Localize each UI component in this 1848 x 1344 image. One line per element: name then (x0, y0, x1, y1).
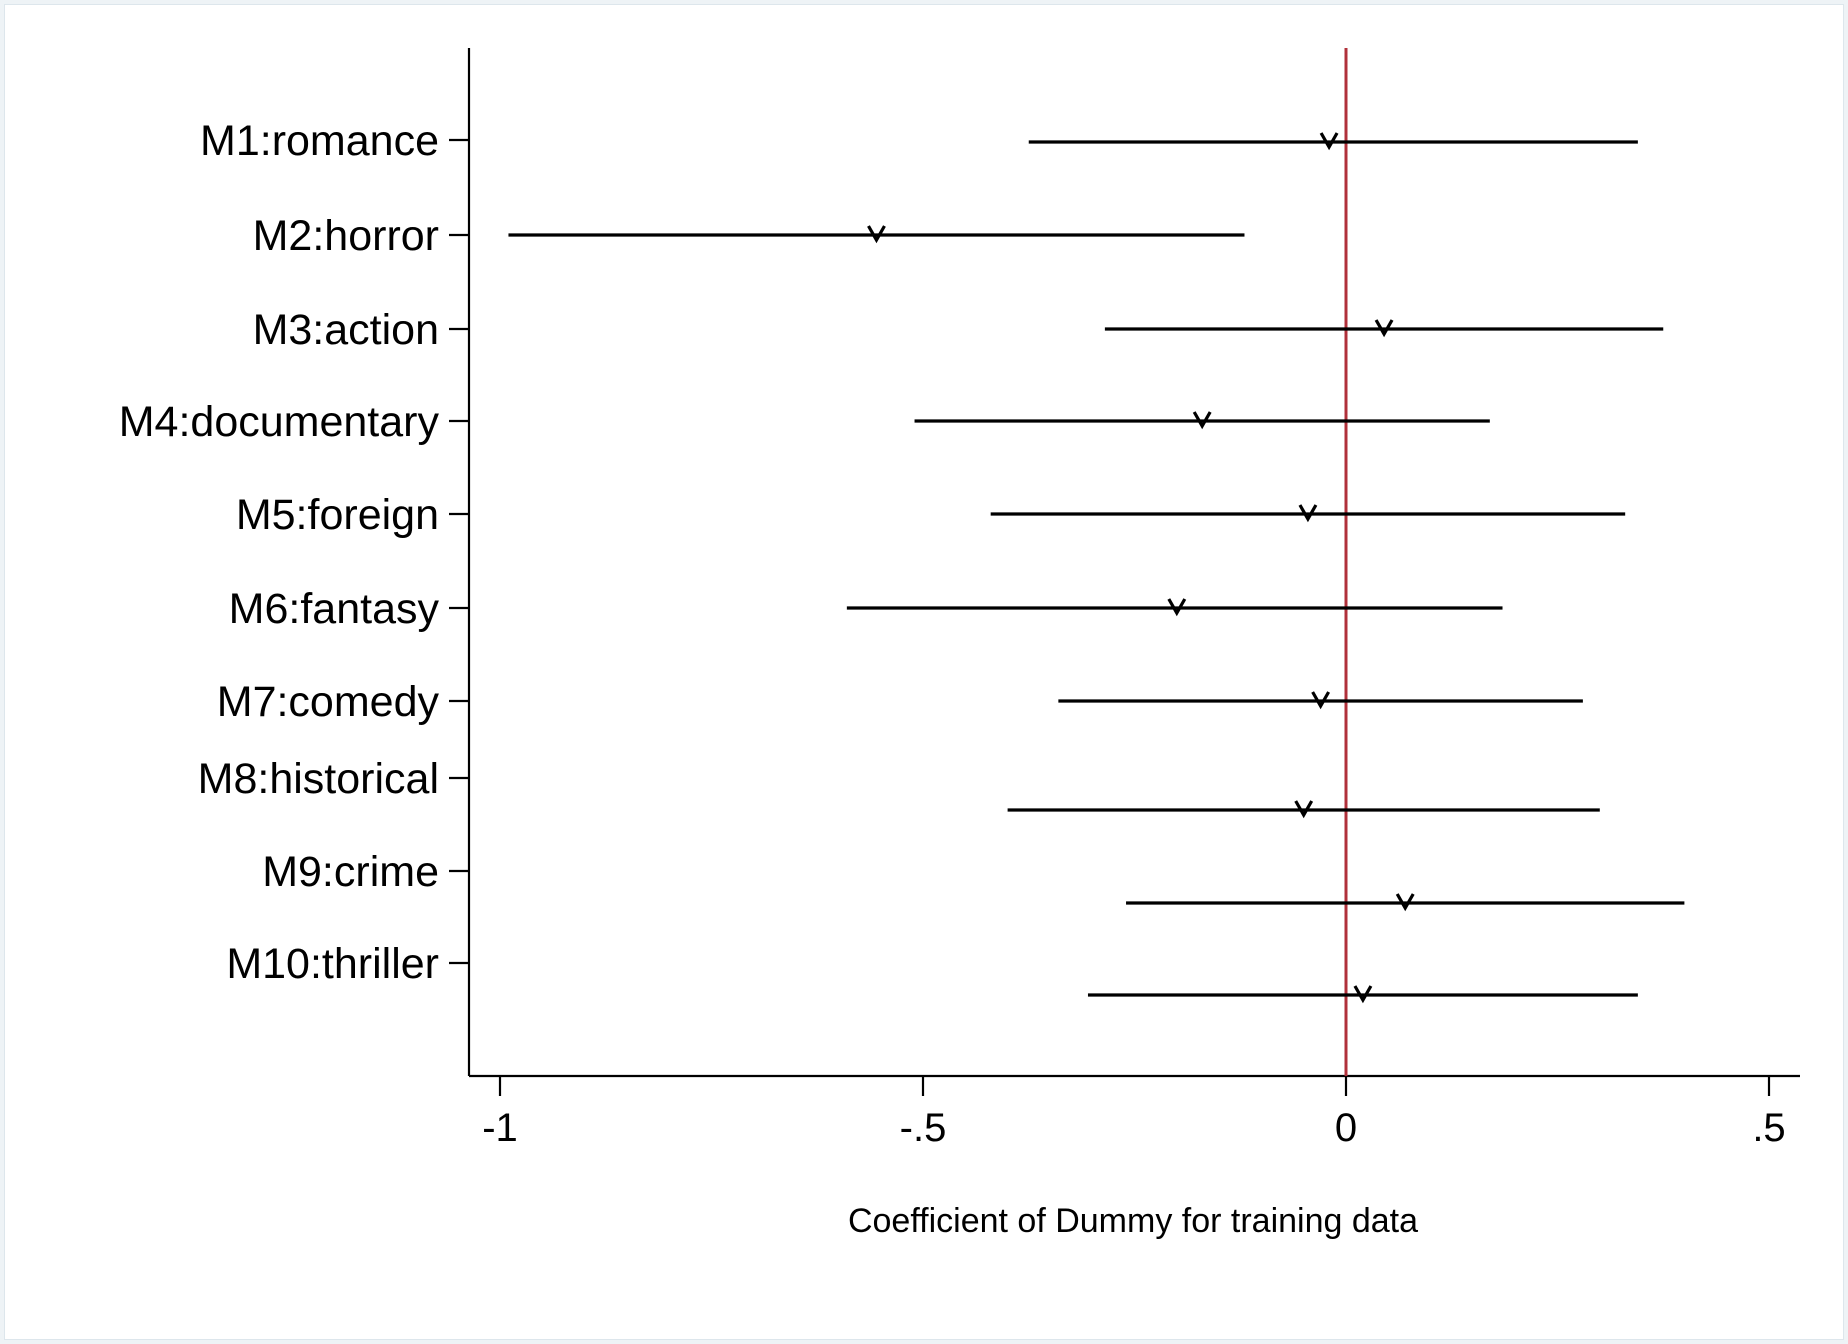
x-tick-label: 0 (1335, 1106, 1357, 1150)
y-tick-label: M7:comedy (217, 678, 440, 726)
point-estimate-marker (1395, 893, 1415, 912)
y-tick-label: M5:foreign (236, 491, 439, 539)
point-estimate-marker (1353, 985, 1373, 1004)
point-estimate-marker (1298, 504, 1318, 523)
x-axis-title: Coefficient of Dummy for training data (848, 1202, 1418, 1240)
y-tick-label: M4:documentary (119, 398, 440, 446)
x-axis-tick-labels: -1 -.5 0 .5 (482, 1106, 1785, 1150)
x-tick-label: -1 (482, 1106, 518, 1150)
chart-frame (4, 4, 1844, 1340)
y-tick-label: M3:action (253, 306, 439, 354)
y-tick-label: M10:thriller (226, 940, 439, 988)
axes (449, 48, 1800, 1096)
y-tick-label: M2:horror (253, 212, 439, 260)
point-estimate-marker (1192, 411, 1212, 430)
point-estimate-marker (1319, 132, 1339, 151)
chart-marks (508, 132, 1685, 1004)
y-tick-label: M6:fantasy (229, 585, 440, 633)
y-tick-label: M1:romance (200, 117, 439, 165)
x-tick-label: .5 (1752, 1106, 1785, 1150)
point-estimate-marker (1294, 800, 1314, 819)
point-estimate-marker (1374, 319, 1394, 338)
point-estimate-marker (867, 225, 886, 244)
point-estimate-marker (1167, 598, 1187, 617)
y-axis-labels: M1:romance M2:horror M3:action M4:documenta… (119, 117, 440, 988)
x-tick-label: -.5 (900, 1106, 947, 1150)
y-tick-label: M9:crime (262, 848, 439, 896)
y-tick-label: M8:historical (198, 755, 439, 803)
point-estimate-marker (1311, 691, 1331, 710)
